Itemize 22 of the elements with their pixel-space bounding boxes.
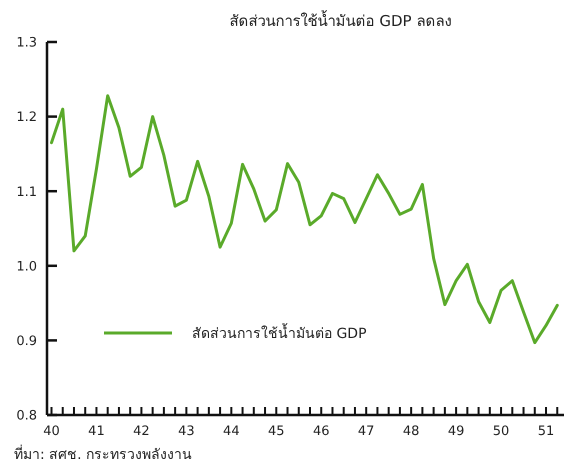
x-tick-label: 43 <box>178 424 195 439</box>
y-tick-label: 1.2 <box>16 110 37 126</box>
x-tick-label: 49 <box>448 424 464 439</box>
x-tick-label: 48 <box>402 424 420 439</box>
legend-label: สัดส่วนการใช้น้ำมันต่อ GDP <box>192 322 367 342</box>
chart-title: สัดส่วนการใช้น้ำมันต่อ GDP ลดลง <box>230 10 452 30</box>
line-series <box>50 94 559 344</box>
x-tick-label: 41 <box>88 424 105 439</box>
text: ที่มา: สศช. กระทรวงพลังงาน <box>14 445 192 463</box>
y-tick-label: 1.3 <box>16 36 37 51</box>
x-tick-label: 47 <box>358 424 374 439</box>
x-tick-label: 42 <box>133 424 150 439</box>
x-tick-label: 50 <box>492 424 510 439</box>
x-tick-label: 51 <box>538 424 554 439</box>
y-tick-label: 0.8 <box>16 408 37 424</box>
x-tick-label: 45 <box>268 424 285 439</box>
y-tick-label: 0.9 <box>16 334 37 349</box>
y-tick-label: 1.1 <box>16 184 37 200</box>
x-tick-label: 46 <box>312 424 330 439</box>
x-tick-label: 40 <box>43 424 60 439</box>
y-tick-label: 1.0 <box>16 259 37 274</box>
x-tick-label: 44 <box>223 424 240 439</box>
